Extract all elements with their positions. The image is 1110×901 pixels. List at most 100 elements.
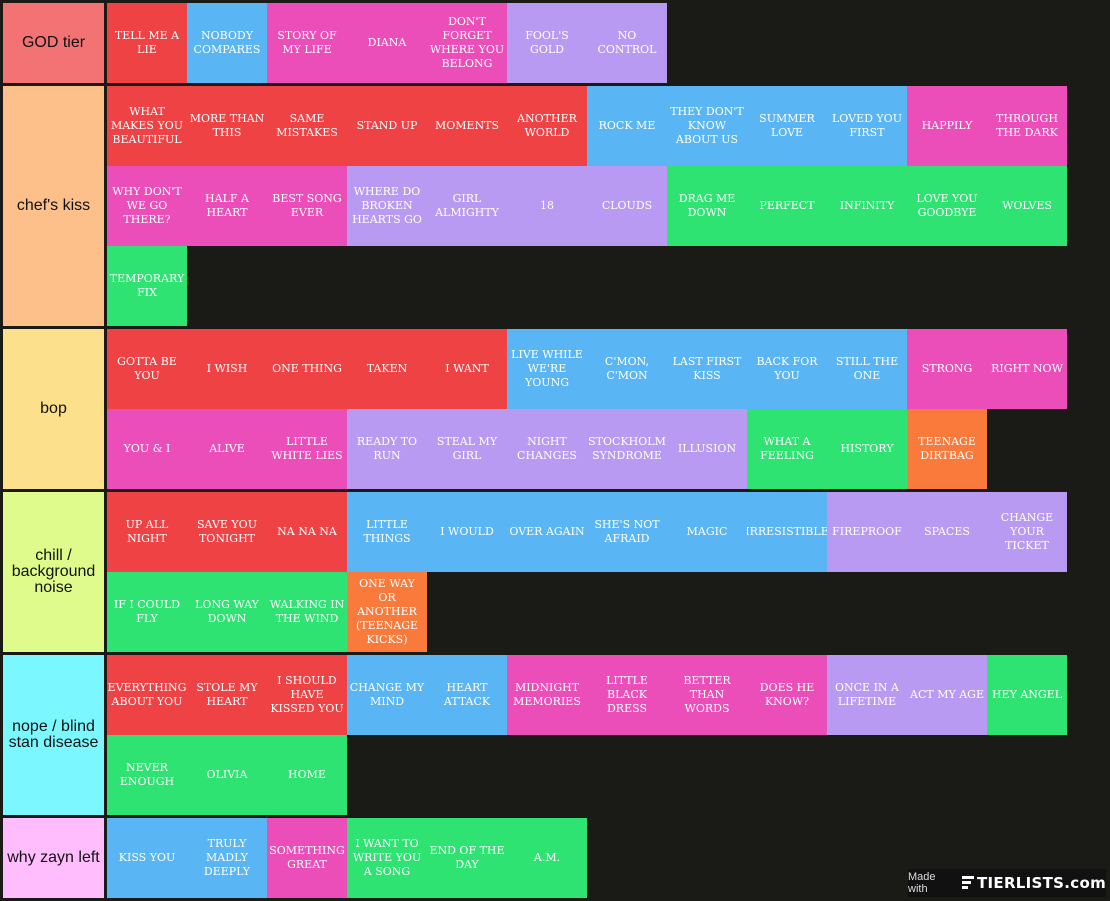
- tier-item[interactable]: FOOL'S GOLD: [507, 3, 587, 83]
- tier-item[interactable]: ROCK ME: [587, 86, 667, 166]
- tier-item[interactable]: MOMENTS: [427, 86, 507, 166]
- tier-item[interactable]: OLIVIA: [187, 735, 267, 815]
- tier-item[interactable]: LITTLE WHITE LIES: [267, 409, 347, 489]
- tier-item[interactable]: BETTER THAN WORDS: [667, 655, 747, 735]
- tier-item[interactable]: WHERE DO BROKEN HEARTS GO: [347, 166, 427, 246]
- tier-item[interactable]: CHANGE MY MIND: [347, 655, 427, 735]
- tier-item[interactable]: MAGIC: [667, 492, 747, 572]
- tier-item[interactable]: DOES HE KNOW?: [747, 655, 827, 735]
- tier-item[interactable]: STAND UP: [347, 86, 427, 166]
- tier-item[interactable]: NA NA NA: [267, 492, 347, 572]
- tier-item[interactable]: END OF THE DAY: [427, 818, 507, 898]
- tier-item[interactable]: SPACES: [907, 492, 987, 572]
- tier-item[interactable]: WHAT MAKES YOU BEAUTIFUL: [107, 86, 187, 166]
- tier-item[interactable]: LITTLE BLACK DRESS: [587, 655, 667, 735]
- tier-item[interactable]: STRONG: [907, 329, 987, 409]
- tier-item[interactable]: CLOUDS: [587, 166, 667, 246]
- tier-item[interactable]: BEST SONG EVER: [267, 166, 347, 246]
- tier-item[interactable]: PERFECT: [747, 166, 827, 246]
- tier-item[interactable]: MIDNIGHT MEMORIES: [507, 655, 587, 735]
- tier-item[interactable]: HOME: [267, 735, 347, 815]
- tier-item[interactable]: UP ALL NIGHT: [107, 492, 187, 572]
- tier-item[interactable]: THROUGH THE DARK: [987, 86, 1067, 166]
- tier-item[interactable]: HAPPILY: [907, 86, 987, 166]
- tier-item[interactable]: STORY OF MY LIFE: [267, 3, 347, 83]
- tier-item[interactable]: LOVED YOU FIRST: [827, 86, 907, 166]
- tier-item[interactable]: HEART ATTACK: [427, 655, 507, 735]
- tier-item[interactable]: HALF A HEART: [187, 166, 267, 246]
- tier-item[interactable]: DON'T FORGET WHERE YOU BELONG: [427, 3, 507, 83]
- tier-item[interactable]: NO CONTROL: [587, 3, 667, 83]
- tier-item[interactable]: TELL ME A LIE: [107, 3, 187, 83]
- tier-item[interactable]: WHAT A FEELING: [747, 409, 827, 489]
- tier-item[interactable]: LONG WAY DOWN: [187, 572, 267, 652]
- tier-item[interactable]: KISS YOU: [107, 818, 187, 898]
- tier-item[interactable]: GOTTA BE YOU: [107, 329, 187, 409]
- tier-item[interactable]: READY TO RUN: [347, 409, 427, 489]
- tier-item[interactable]: INFINITY: [827, 166, 907, 246]
- tier-item[interactable]: SUMMER LOVE: [747, 86, 827, 166]
- tier-item[interactable]: DIANA: [347, 3, 427, 83]
- tier-item[interactable]: TRULY MADLY DEEPLY: [187, 818, 267, 898]
- tier-item[interactable]: NEVER ENOUGH: [107, 735, 187, 815]
- tier-item[interactable]: I WISH: [187, 329, 267, 409]
- tier-item[interactable]: OVER AGAIN: [507, 492, 587, 572]
- tier-item[interactable]: ONE THING: [267, 329, 347, 409]
- tier-label[interactable]: chill / background noise: [3, 492, 104, 652]
- tier-item[interactable]: LAST FIRST KISS: [667, 329, 747, 409]
- tier-label[interactable]: GOD tier: [3, 3, 104, 83]
- tier-item[interactable]: STOCKHOLM SYNDROME: [587, 409, 667, 489]
- tier-item[interactable]: MORE THAN THIS: [187, 86, 267, 166]
- tier-item[interactable]: 18: [507, 166, 587, 246]
- tier-label[interactable]: chef's kiss: [3, 86, 104, 326]
- tier-item[interactable]: ONCE IN A LIFETIME: [827, 655, 907, 735]
- tier-item[interactable]: LITTLE THINGS: [347, 492, 427, 572]
- tier-item[interactable]: SOMETHING GREAT: [267, 818, 347, 898]
- tier-item[interactable]: ACT MY AGE: [907, 655, 987, 735]
- tier-label[interactable]: bop: [3, 329, 104, 489]
- tier-item[interactable]: STEAL MY GIRL: [427, 409, 507, 489]
- tier-item[interactable]: IF I COULD FLY: [107, 572, 187, 652]
- tier-item[interactable]: TAKEN: [347, 329, 427, 409]
- tier-item[interactable]: ONE WAY OR ANOTHER (TEENAGE KICKS): [347, 572, 427, 652]
- tier-item[interactable]: LIVE WHILE WE'RE YOUNG: [507, 329, 587, 409]
- tier-item[interactable]: BACK FOR YOU: [747, 329, 827, 409]
- tier-item[interactable]: SHE'S NOT AFRAID: [587, 492, 667, 572]
- tier-item[interactable]: A.M.: [507, 818, 587, 898]
- tier-item[interactable]: YOU & I: [107, 409, 187, 489]
- tier-item[interactable]: RIGHT NOW: [987, 329, 1067, 409]
- tier-items: UP ALL NIGHT SAVE YOU TONIGHT NA NA NA LITT…: [107, 492, 1067, 652]
- tier-item[interactable]: IRRESISTIBLE: [747, 492, 827, 572]
- tier-item[interactable]: HEY ANGEL: [987, 655, 1067, 735]
- tier-item[interactable]: C'MON, C'MON: [587, 329, 667, 409]
- tier-item[interactable]: STOLE MY HEART: [187, 655, 267, 735]
- tier-item[interactable]: ILLUSION: [667, 409, 747, 489]
- tier-item[interactable]: ANOTHER WORLD: [507, 86, 587, 166]
- tier-item[interactable]: EVERYTHING ABOUT YOU: [107, 655, 187, 735]
- tier-item[interactable]: TEENAGE DIRTBAG: [907, 409, 987, 489]
- made-with-badge[interactable]: Made with TIERLISTS.com: [908, 869, 1106, 897]
- tier-item[interactable]: NIGHT CHANGES: [507, 409, 587, 489]
- tier-item[interactable]: SAME MISTAKES: [267, 86, 347, 166]
- tier-item[interactable]: WOLVES: [987, 166, 1067, 246]
- tier-item[interactable]: SAVE YOU TONIGHT: [187, 492, 267, 572]
- tier-item[interactable]: WHY DON'T WE GO THERE?: [107, 166, 187, 246]
- tier-item[interactable]: I WANT TO WRITE YOU A SONG: [347, 818, 427, 898]
- tier-item[interactable]: I SHOULD HAVE KISSED YOU: [267, 655, 347, 735]
- tier-item[interactable]: THEY DON'T KNOW ABOUT US: [667, 86, 747, 166]
- tier-item[interactable]: GIRL ALMIGHTY: [427, 166, 507, 246]
- tier-item[interactable]: STILL THE ONE: [827, 329, 907, 409]
- tier-item[interactable]: CHANGE YOUR TICKET: [987, 492, 1067, 572]
- tier-label[interactable]: why zayn left: [3, 818, 104, 898]
- tier-item[interactable]: NOBODY COMPARES: [187, 3, 267, 83]
- tier-item[interactable]: TEMPORARY FIX: [107, 246, 187, 326]
- tier-item[interactable]: ALIVE: [187, 409, 267, 489]
- tier-item[interactable]: I WANT: [427, 329, 507, 409]
- tier-item[interactable]: LOVE YOU GOODBYE: [907, 166, 987, 246]
- tier-item[interactable]: I WOULD: [427, 492, 507, 572]
- tier-label[interactable]: nope / blind stan disease: [3, 655, 104, 815]
- tier-item[interactable]: HISTORY: [827, 409, 907, 489]
- tier-item[interactable]: WALKING IN THE WIND: [267, 572, 347, 652]
- tier-item[interactable]: DRAG ME DOWN: [667, 166, 747, 246]
- tier-item[interactable]: FIREPROOF: [827, 492, 907, 572]
